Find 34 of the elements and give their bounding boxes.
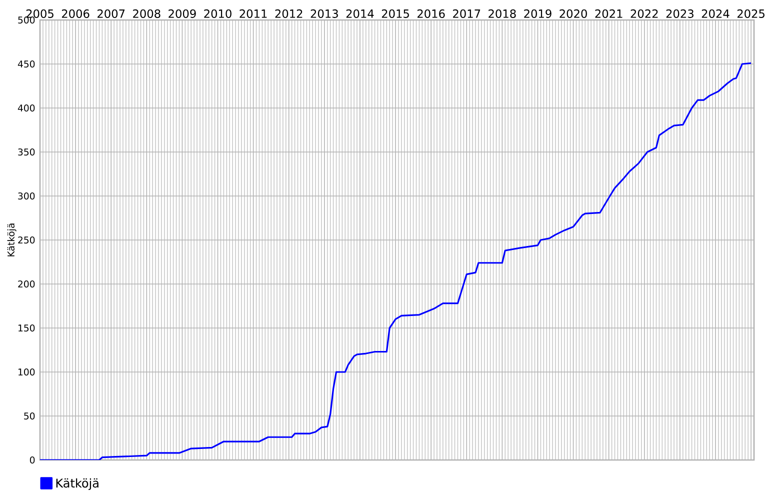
legend-label: Kätköjä — [56, 478, 98, 490]
x-tick-label: 2008 — [133, 9, 160, 18]
y-tick-label: 450 — [18, 60, 35, 68]
x-tick-label: 2016 — [417, 9, 445, 18]
x-tick-label: 2013 — [310, 9, 338, 18]
x-tick-label: 2015 — [382, 9, 409, 18]
y-tick-label: 0 — [30, 456, 35, 464]
y-tick-label: 100 — [18, 368, 35, 376]
y-tick-label: 400 — [18, 104, 35, 112]
y-axis-title: Kätköjä — [7, 224, 16, 256]
y-tick-label: 500 — [18, 16, 35, 24]
x-tick-label: 2023 — [666, 9, 694, 18]
y-tick-label: 350 — [18, 148, 35, 156]
x-tick-label: 2020 — [560, 9, 587, 18]
x-tick-label: 2014 — [346, 9, 374, 18]
y-tick-label: 150 — [18, 324, 35, 332]
x-tick-label: 2025 — [737, 9, 764, 18]
x-tick-label: 2022 — [630, 9, 658, 18]
x-tick-label: 2021 — [595, 9, 622, 18]
y-tick-label: 50 — [24, 412, 35, 420]
y-tick-label: 200 — [18, 280, 35, 288]
x-tick-label: 2009 — [168, 9, 196, 18]
x-tick-label: 2007 — [98, 9, 125, 18]
x-tick-label: 2017 — [453, 9, 480, 18]
x-tick-label: 2005 — [26, 9, 54, 18]
x-tick-label: 2018 — [488, 9, 516, 18]
x-tick-label: 2019 — [524, 9, 552, 18]
y-tick-label: 300 — [18, 192, 35, 200]
x-tick-label: 2024 — [702, 9, 730, 18]
x-tick-label: 2006 — [62, 9, 90, 18]
x-tick-label: 2011 — [240, 9, 267, 18]
y-tick-label: 250 — [18, 236, 35, 244]
x-tick-label: 2012 — [275, 9, 302, 18]
x-tick-label: 2010 — [204, 9, 232, 18]
